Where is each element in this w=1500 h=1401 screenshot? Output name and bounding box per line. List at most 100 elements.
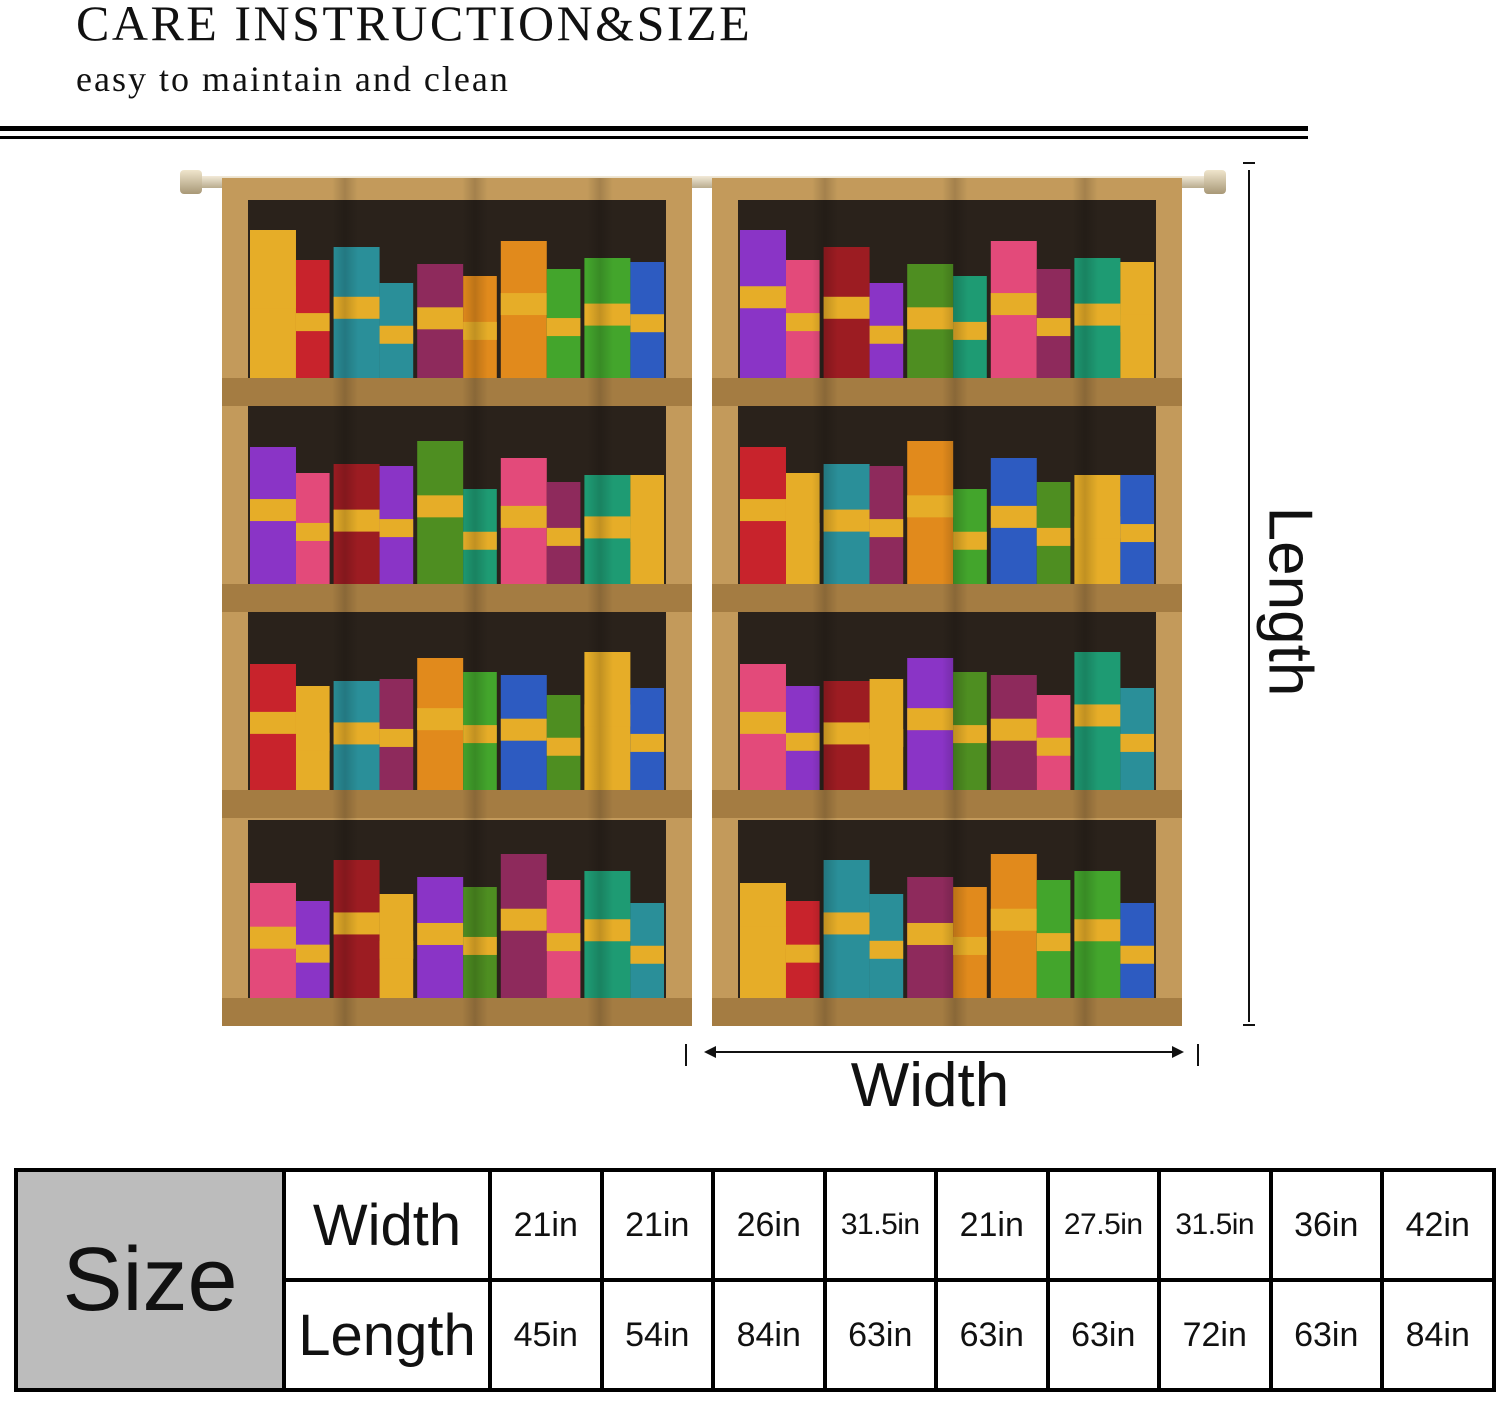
length-cell: 63in bbox=[822, 1278, 938, 1392]
book-band bbox=[500, 908, 547, 931]
book-band bbox=[1036, 933, 1071, 952]
book-band bbox=[463, 725, 497, 744]
width-cell: 42in bbox=[1380, 1168, 1496, 1282]
length-tick-top bbox=[1243, 162, 1255, 164]
book-band bbox=[584, 919, 631, 942]
shelf-board bbox=[222, 378, 692, 406]
book-band bbox=[907, 307, 954, 330]
size-table-length-row: Length 45in 54in 84in 63in 63in 63in 72i… bbox=[16, 1278, 1496, 1392]
book-band bbox=[295, 522, 330, 541]
width-arrow-right bbox=[1172, 1046, 1184, 1058]
size-table-width-row: Size Width 21in 21in 26in 31.5in 21in 27… bbox=[14, 1168, 1496, 1392]
book-band bbox=[1074, 919, 1121, 942]
width-label: Width bbox=[850, 1051, 1010, 1120]
length-cell: 84in bbox=[711, 1278, 827, 1392]
shelf-board bbox=[712, 790, 1182, 818]
book-band bbox=[953, 531, 987, 550]
book-band bbox=[417, 708, 464, 731]
book-band bbox=[333, 912, 380, 935]
book-band bbox=[990, 718, 1037, 741]
book-band bbox=[1036, 737, 1071, 756]
size-table-header: Size bbox=[14, 1168, 286, 1392]
book-band bbox=[500, 505, 547, 528]
book-band bbox=[907, 922, 954, 945]
length-cell: 63in bbox=[934, 1278, 1050, 1392]
book-band bbox=[990, 293, 1037, 316]
book-band bbox=[785, 732, 820, 751]
book-band bbox=[630, 733, 664, 752]
book-band bbox=[630, 945, 664, 964]
width-cell: 21in bbox=[488, 1168, 604, 1282]
book-band bbox=[463, 321, 497, 340]
book-band bbox=[584, 303, 631, 326]
book-band bbox=[630, 524, 664, 543]
book-band bbox=[250, 711, 296, 734]
shelf-board bbox=[222, 790, 692, 818]
book-band bbox=[417, 922, 464, 945]
shelf-board bbox=[222, 998, 692, 1026]
book-band bbox=[417, 495, 464, 518]
width-cell: 26in bbox=[711, 1168, 827, 1282]
book-band bbox=[295, 944, 330, 963]
rod-finial-right bbox=[1204, 170, 1226, 194]
page-subtitle: easy to maintain and clean bbox=[76, 59, 510, 99]
curtain-panel-left bbox=[222, 178, 692, 1026]
bookshelf-print-right bbox=[712, 178, 1182, 1026]
shelf-board bbox=[712, 378, 1182, 406]
book-band bbox=[379, 325, 414, 344]
book-band bbox=[295, 313, 330, 332]
width-cell: 31.5in bbox=[1157, 1168, 1273, 1282]
book-band bbox=[1120, 733, 1154, 752]
book-band bbox=[584, 704, 631, 727]
rod-finial-left bbox=[180, 170, 202, 194]
book-band bbox=[295, 732, 330, 751]
length-cell: 84in bbox=[1380, 1278, 1496, 1392]
book-band bbox=[953, 321, 987, 340]
book-band bbox=[584, 516, 631, 539]
book-band bbox=[250, 926, 296, 949]
bookshelf-print-left bbox=[222, 178, 692, 1026]
book-band bbox=[740, 926, 786, 949]
book-band bbox=[546, 737, 581, 756]
book-band bbox=[869, 940, 904, 959]
book-band bbox=[463, 531, 497, 550]
book-band bbox=[785, 313, 820, 332]
book-band bbox=[1120, 945, 1154, 964]
book-band bbox=[869, 519, 904, 538]
book-band bbox=[785, 944, 820, 963]
book-band bbox=[1074, 303, 1121, 326]
book-band bbox=[785, 522, 820, 541]
book-band bbox=[546, 527, 581, 546]
book-band bbox=[1036, 318, 1071, 337]
length-cell: 72in bbox=[1157, 1278, 1273, 1392]
size-table: Size Width 21in 21in 26in 31.5in 21in 27… bbox=[14, 1168, 1496, 1392]
page-title: CARE INSTRUCTION&SIZE bbox=[76, 0, 753, 51]
width-tick-right bbox=[1197, 1044, 1199, 1066]
length-cell: 54in bbox=[599, 1278, 715, 1392]
book-band bbox=[333, 296, 380, 319]
book-band bbox=[869, 325, 904, 344]
length-row-label: Length bbox=[282, 1278, 492, 1392]
curtain-panel-right bbox=[712, 178, 1182, 1026]
book-band bbox=[1120, 524, 1154, 543]
length-cell: 63in bbox=[1045, 1278, 1161, 1392]
length-cell: 45in bbox=[488, 1278, 604, 1392]
header-divider-thin bbox=[0, 136, 1308, 139]
book-band bbox=[953, 725, 987, 744]
book-band bbox=[1074, 516, 1121, 539]
book-band bbox=[463, 936, 497, 955]
book-band bbox=[907, 708, 954, 731]
length-cell: 63in bbox=[1268, 1278, 1384, 1392]
book-band bbox=[333, 509, 380, 532]
book-band bbox=[546, 933, 581, 952]
width-cell: 31.5in bbox=[822, 1168, 938, 1282]
header-divider-thick bbox=[0, 126, 1308, 131]
book-band bbox=[907, 495, 954, 518]
book-band bbox=[500, 718, 547, 741]
width-cell: 27.5in bbox=[1045, 1168, 1161, 1282]
book-band bbox=[823, 509, 870, 532]
book-band bbox=[250, 286, 296, 309]
book-band bbox=[1120, 314, 1154, 333]
book-band bbox=[953, 936, 987, 955]
width-cell: 21in bbox=[934, 1168, 1050, 1282]
